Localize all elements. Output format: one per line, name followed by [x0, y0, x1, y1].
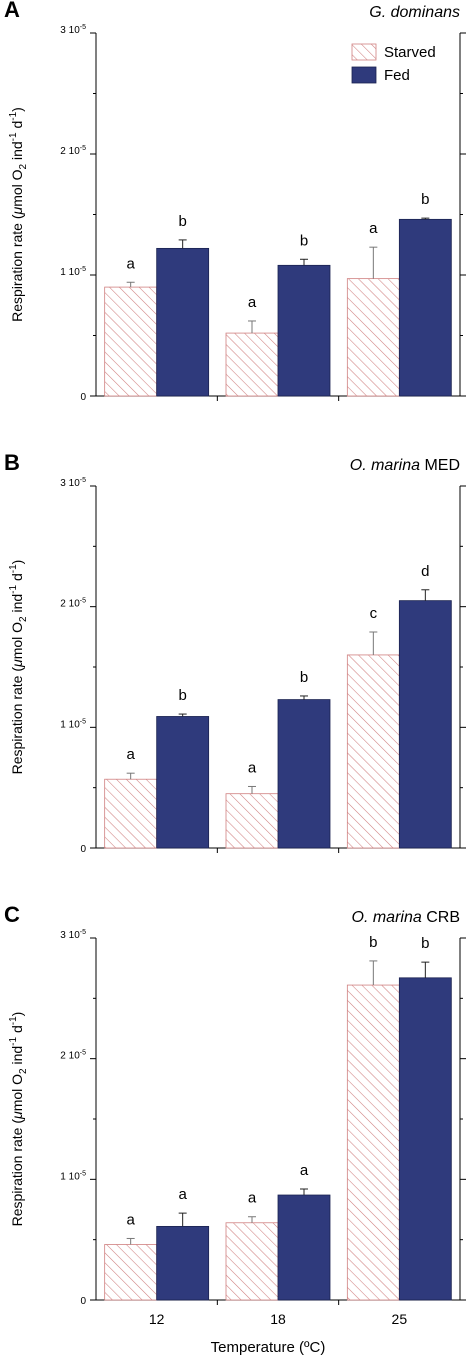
- significance-letter: a: [248, 294, 257, 311]
- chart-panel-a: 0 1 10-5 2 10-5 3 10-5 A G. dominans Respirati…: [4, 0, 466, 403]
- starved-bar: [346, 984, 400, 1301]
- x-tick-label: 18: [270, 1311, 286, 1327]
- y-tick-exponent: -5: [80, 145, 86, 152]
- y-tick-label: 2 10-5: [60, 145, 86, 157]
- starved-bar: [225, 793, 279, 849]
- panel-title-species: G. dominans: [369, 4, 460, 21]
- y-tick-exponent: -5: [80, 598, 86, 605]
- panel-title-species: O. marina: [352, 909, 422, 926]
- significance-letter: a: [248, 1190, 257, 1207]
- y-tick-exponent: -5: [80, 477, 86, 484]
- legend-swatch-fed: [351, 66, 377, 84]
- y-tick-label: 0: [80, 844, 86, 855]
- x-tick-label: 12: [149, 1311, 165, 1327]
- y-axis-label: Respiration rate (μmol O2 ind-1 d-1): [8, 560, 29, 775]
- legend: Starved Fed: [351, 43, 436, 84]
- significance-letter: b: [178, 213, 186, 230]
- starved-bar: [104, 286, 158, 397]
- legend-label-starved: Starved: [384, 44, 436, 61]
- starved-bar: [225, 332, 279, 397]
- fed-bar: [398, 600, 452, 849]
- panel-label: B: [4, 450, 20, 475]
- significance-letter: a: [126, 746, 135, 763]
- fed-bar: [277, 264, 331, 397]
- significance-letter: b: [421, 935, 429, 952]
- y-tick-label: 2 10-5: [60, 598, 86, 610]
- y-tick-label: 1 10-5: [60, 266, 86, 278]
- panel-title-strain: CRB: [422, 909, 460, 926]
- starved-bar: [104, 778, 158, 849]
- y-tick-label: 1 10-5: [60, 1170, 86, 1182]
- significance-letter: d: [421, 563, 429, 580]
- fed-bar: [156, 247, 210, 397]
- significance-letter: a: [126, 255, 135, 272]
- significance-letter: a: [248, 759, 257, 776]
- y-tick-exponent: -5: [80, 718, 86, 725]
- y-tick-label: 0: [80, 392, 86, 403]
- panel-title: O. marina CRB: [352, 909, 460, 926]
- significance-letter: b: [369, 934, 377, 951]
- significance-letter: b: [421, 191, 429, 208]
- starved-bar: [104, 1244, 158, 1301]
- chart-panel-c: 0 1 10-5 2 10-5 3 10-5 C O. marina CRB Respira…: [4, 902, 466, 1327]
- y-tick-exponent: -5: [80, 24, 86, 31]
- y-tick-label: 3 10-5: [60, 24, 86, 36]
- y-tick-label: 2 10-5: [60, 1050, 86, 1062]
- significance-letter: a: [178, 1186, 187, 1203]
- starved-bar: [346, 654, 400, 849]
- fed-bar: [277, 1194, 331, 1301]
- y-tick-exponent: -5: [80, 266, 86, 273]
- fed-bar: [398, 218, 452, 397]
- significance-letter: a: [126, 1211, 135, 1228]
- fed-bar: [156, 1225, 210, 1301]
- y-tick-exponent: -5: [80, 929, 86, 936]
- y-tick-exponent: -5: [80, 1170, 86, 1177]
- significance-letter: b: [300, 232, 308, 249]
- chart-panel-b: 0 1 10-5 2 10-5 3 10-5 B O. marina MED Respira…: [4, 450, 466, 855]
- legend-swatch-starved: [351, 43, 377, 61]
- panel-title-species: O. marina: [350, 457, 420, 474]
- significance-letter: a: [369, 220, 378, 237]
- significance-letter: b: [178, 687, 186, 704]
- panel-label: A: [4, 0, 20, 22]
- y-tick-label: 3 10-5: [60, 477, 86, 489]
- x-tick-label: 25: [392, 1311, 408, 1327]
- fed-bar: [277, 699, 331, 849]
- panel-title: G. dominans: [369, 4, 460, 21]
- y-tick-label: 0: [80, 1296, 86, 1307]
- panel-title-strain: MED: [420, 457, 460, 474]
- y-axis-label: Respiration rate (μmol O2 ind-1 d-1): [8, 1012, 29, 1227]
- starved-bar: [346, 278, 400, 397]
- panel-label: C: [4, 902, 20, 927]
- y-tick-exponent: -5: [80, 1050, 86, 1057]
- fed-bar: [398, 977, 452, 1301]
- y-tick-label: 1 10-5: [60, 718, 86, 730]
- y-tick-label: 3 10-5: [60, 929, 86, 941]
- significance-letter: a: [300, 1162, 309, 1179]
- x-axis-label: Temperature (ºC): [211, 1339, 326, 1356]
- fed-bar: [156, 716, 210, 849]
- significance-letter: b: [300, 669, 308, 686]
- significance-letter: c: [370, 605, 378, 622]
- starved-bar: [225, 1222, 279, 1301]
- panel-title: O. marina MED: [350, 457, 460, 474]
- y-axis-label: Respiration rate (μmol O2 ind-1 d-1): [8, 107, 29, 322]
- legend-label-fed: Fed: [384, 67, 410, 84]
